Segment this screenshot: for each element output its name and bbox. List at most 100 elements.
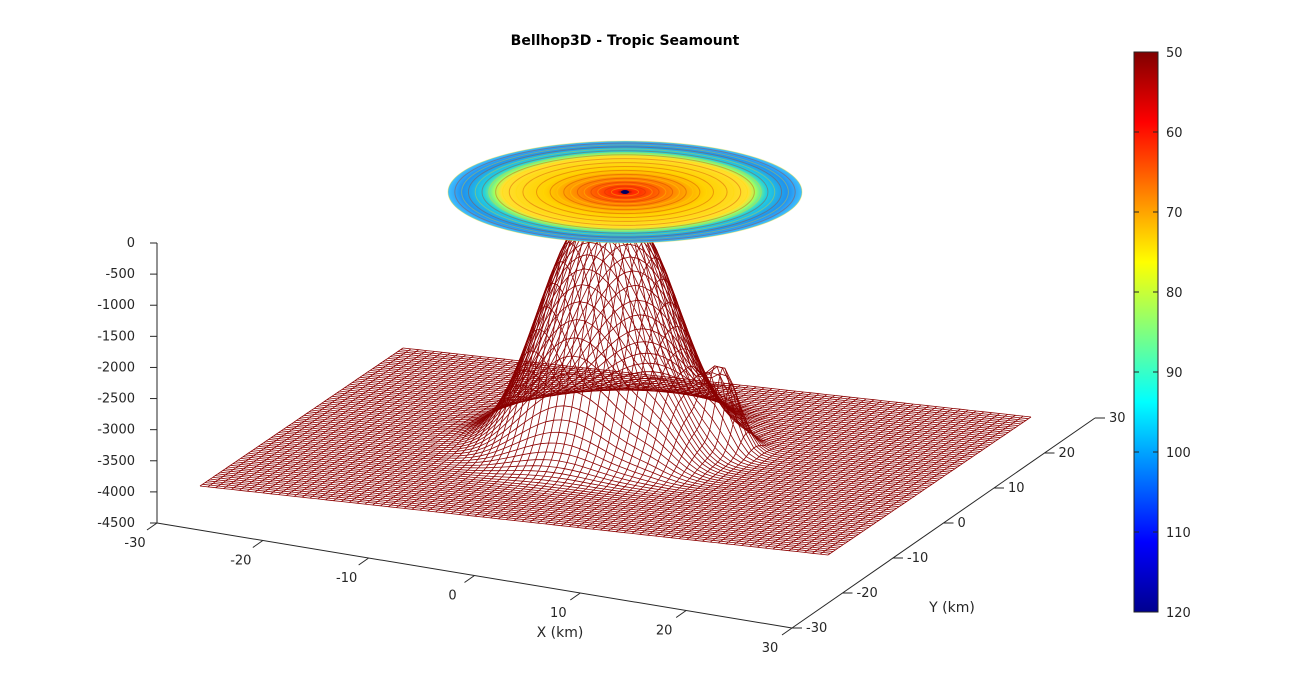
y-tick-label: -30	[806, 621, 827, 636]
mesh-line-x	[623, 394, 828, 533]
tl-ring	[522, 162, 728, 222]
x-tick-mark	[464, 575, 475, 583]
mesh-line-x	[757, 408, 961, 548]
z-tick-label: -2000	[97, 360, 135, 375]
mesh-line-x	[670, 399, 875, 539]
z-tick-label: -500	[105, 267, 135, 282]
tl-ring	[542, 167, 708, 217]
tl-ring	[604, 185, 646, 199]
mesh-line-x	[812, 414, 1016, 554]
mesh-line-x	[231, 351, 435, 490]
y-axis-label: Y (km)	[928, 600, 975, 616]
tl-ring	[590, 181, 660, 203]
colorbar-tick-label: 50	[1166, 46, 1183, 61]
mesh-line-x	[372, 366, 576, 506]
tl-ring	[474, 148, 776, 236]
y-tick-label: 10	[1008, 481, 1025, 496]
z-tick-label: -2500	[97, 392, 135, 407]
tl-ring	[454, 142, 796, 242]
axes	[156, 243, 1096, 629]
colorbar-tick-label: 120	[1166, 606, 1191, 621]
mesh-line-x	[827, 416, 1032, 556]
mesh-line-x	[317, 360, 522, 500]
x-tick-label: 20	[656, 624, 673, 639]
mesh-line-x	[796, 413, 1000, 552]
mesh-line-x	[710, 403, 914, 543]
tl-ring	[447, 140, 803, 244]
y-axis-ticks: -30 -20 -10 0 10 20 30	[792, 411, 1126, 636]
colorbar-scale	[1133, 51, 1159, 613]
mesh-line-x	[199, 347, 404, 487]
mesh-line-x	[215, 349, 419, 489]
chart-title: Bellhop3D - Tropic Seamount	[511, 33, 740, 49]
mesh-line-x	[341, 363, 545, 502]
colorbar: 50 60 70 80 90 100 110 120	[1133, 46, 1191, 621]
mesh-line-x	[239, 351, 443, 491]
tl-ring	[597, 183, 653, 201]
mesh-line-x	[411, 350, 616, 510]
tl-ring	[488, 152, 762, 232]
mesh-line-x	[655, 397, 859, 537]
mesh-line-x	[364, 365, 569, 505]
mesh-line-x	[819, 415, 1024, 555]
tl-ring	[549, 169, 701, 215]
mesh-line-x	[223, 350, 427, 489]
colorbar-tick-label: 70	[1166, 206, 1183, 221]
mesh-line-x	[678, 400, 883, 539]
mesh-line-x	[694, 401, 898, 541]
colorbar-tick-label: 110	[1166, 526, 1191, 541]
mesh-line-x	[333, 362, 537, 502]
tl-ring	[570, 175, 680, 209]
mesh-line-x	[388, 368, 592, 508]
mesh-line-x	[396, 369, 600, 508]
tl-ring	[536, 166, 714, 218]
z-tick-label: -4000	[97, 485, 135, 500]
z-tick-label: -3500	[97, 454, 135, 469]
mesh-line-x	[725, 405, 930, 545]
tl-ring	[515, 160, 735, 224]
mesh-line-x	[450, 242, 655, 514]
mesh-line-x	[772, 410, 977, 550]
tl-ring	[563, 173, 687, 211]
colorbar-ticks: 50 60 70 80 90 100 110 120	[1134, 46, 1191, 621]
mesh-line-x	[780, 411, 985, 551]
x-axis-ticks: -30 -20 -10 0 10 20 30	[124, 522, 793, 656]
mesh-line-x	[560, 326, 765, 527]
x-tick-label: 30	[762, 641, 779, 656]
mesh-line-y	[344, 284, 973, 458]
tl-ring	[610, 187, 640, 197]
mesh-line-x	[293, 357, 498, 497]
y-tick-label: 20	[1059, 446, 1076, 461]
mesh-line-x	[686, 401, 890, 540]
x-tick-mark	[358, 557, 369, 566]
x-tick-label: -20	[230, 554, 251, 569]
mesh-line-x	[529, 239, 733, 523]
mesh-line-x	[592, 371, 796, 530]
mesh-line-x	[380, 367, 584, 507]
mesh-line-x	[458, 226, 663, 515]
y-tick-label: 30	[1109, 411, 1126, 426]
x-tick-mark	[146, 522, 158, 531]
mesh-line-x	[348, 364, 553, 503]
mesh-line-x	[584, 373, 788, 529]
colorbar-tick-label: 90	[1166, 366, 1183, 381]
mesh-line-x	[419, 329, 624, 511]
x-tick-mark	[675, 610, 687, 618]
tl-ring	[529, 164, 721, 220]
tl-ring	[501, 156, 749, 228]
mesh-line-x	[741, 407, 945, 546]
transmission-loss-disk	[447, 140, 803, 244]
mesh-line-x	[647, 396, 851, 536]
x-tick-label: -30	[124, 536, 145, 551]
x-tick-label: -10	[336, 571, 357, 586]
mesh-line-x	[262, 354, 467, 494]
mesh-line-x	[309, 359, 514, 499]
mesh-line-x	[513, 214, 718, 521]
mesh-line-x	[788, 412, 993, 552]
tl-ring	[576, 177, 674, 207]
mesh-line-x	[804, 414, 1008, 553]
z-tick-label: -4500	[97, 516, 135, 531]
z-tick-label: -1500	[97, 329, 135, 344]
mesh-line-x	[427, 306, 631, 512]
y-tick-label: -20	[857, 586, 878, 601]
